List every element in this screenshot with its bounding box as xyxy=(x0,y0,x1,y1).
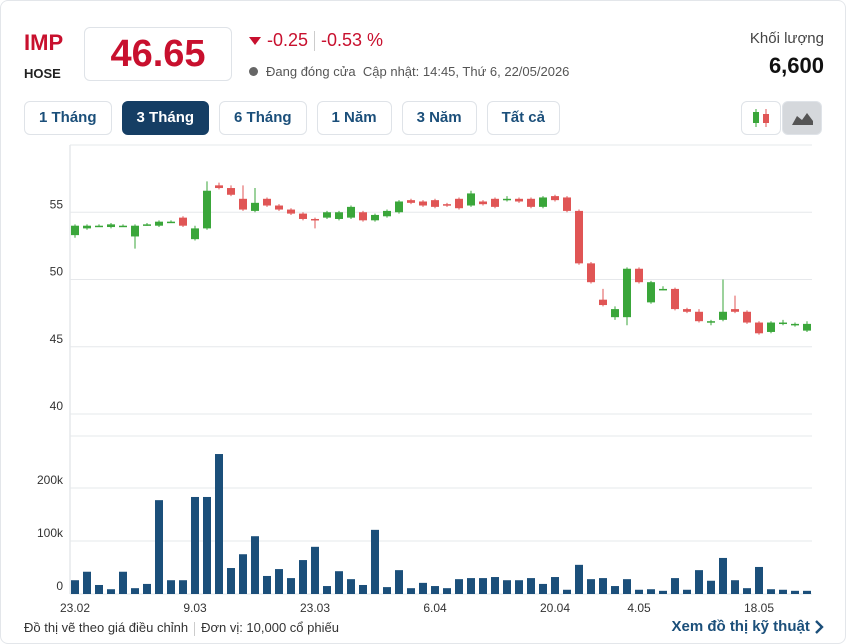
area-toggle[interactable] xyxy=(782,101,822,135)
updated: Cập nhật: 14:45, Thứ 6, 22/05/2026 xyxy=(362,64,570,79)
range-tab[interactable]: 1 Năm xyxy=(316,101,392,135)
footer-unit: Đơn vị: 10,000 cổ phiếu xyxy=(201,620,339,635)
down-arrow xyxy=(249,37,261,46)
range-tabs: 1 Tháng 3 Tháng 6 Tháng 1 Năm 3 Năm Tất cả xyxy=(24,101,560,135)
link-text: Xem đồ thị kỹ thuật xyxy=(671,618,810,635)
range-tab[interactable]: 3 Năm xyxy=(401,101,477,135)
range-tab[interactable]: Tất cả xyxy=(486,101,560,135)
range-tab[interactable]: 6 Tháng xyxy=(219,101,307,135)
volume-label: Khối lượng xyxy=(749,30,824,47)
area-icon xyxy=(792,113,813,125)
price: 46.65 xyxy=(84,27,232,81)
status-row: Đang đóng cửa Cập nhật: 14:45, Thứ 6, 22… xyxy=(249,64,569,79)
footer-note: Đồ thị vẽ theo giá điều chỉnh xyxy=(24,620,189,635)
change-row: -0.25 -0.53 % xyxy=(249,30,384,52)
candle-icon xyxy=(753,109,769,127)
chevron xyxy=(815,620,824,634)
footer-notes: Đồ thị vẽ theo giá điều chỉnh Đơn vị: 10,… xyxy=(24,620,339,636)
volume: 6,600 xyxy=(768,53,824,78)
symbol: IMP xyxy=(24,30,64,55)
exchange: HOSE xyxy=(24,66,61,81)
change: -0.25 xyxy=(267,30,309,50)
range-tab[interactable]: 1 Tháng xyxy=(24,101,112,135)
candle-toggle[interactable] xyxy=(741,101,781,135)
technical-chart-link[interactable]: Xem đồ thị kỹ thuật xyxy=(671,618,824,635)
range-tab[interactable]: 3 Tháng xyxy=(121,101,210,135)
status: Đang đóng cửa xyxy=(266,64,356,79)
change-percent: -0.53 % xyxy=(321,30,384,50)
